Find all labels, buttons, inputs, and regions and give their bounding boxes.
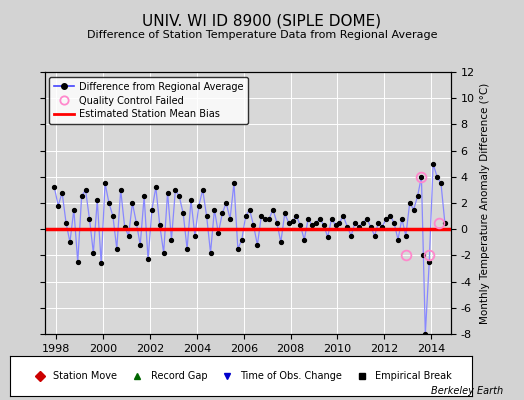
Text: UNIV. WI ID 8900 (SIPLE DOME): UNIV. WI ID 8900 (SIPLE DOME) — [143, 14, 381, 29]
Text: Difference of Station Temperature Data from Regional Average: Difference of Station Temperature Data f… — [87, 30, 437, 40]
Legend: Station Move, Record Gap, Time of Obs. Change, Empirical Break: Station Move, Record Gap, Time of Obs. C… — [27, 368, 455, 384]
Text: Berkeley Earth: Berkeley Earth — [431, 386, 503, 396]
Y-axis label: Monthly Temperature Anomaly Difference (°C): Monthly Temperature Anomaly Difference (… — [480, 82, 490, 324]
Legend: Difference from Regional Average, Quality Control Failed, Estimated Station Mean: Difference from Regional Average, Qualit… — [49, 77, 248, 124]
